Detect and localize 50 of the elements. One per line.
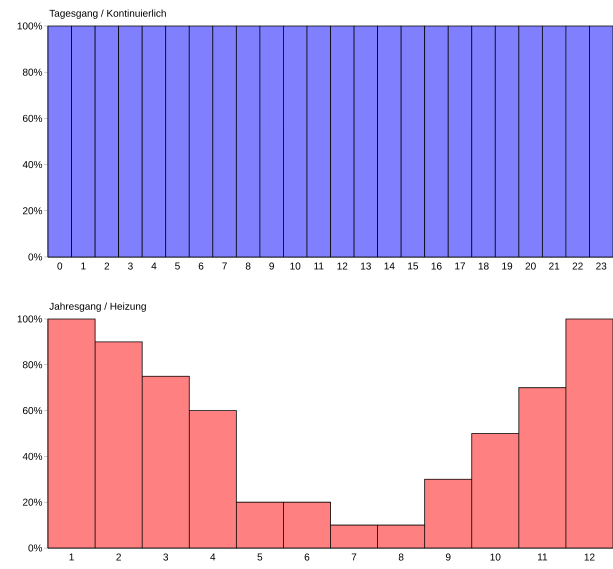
x-tick-label: 17 <box>455 262 466 270</box>
x-tick-label: 6 <box>304 554 310 561</box>
y-tick-label: 20% <box>22 498 42 506</box>
x-tick-label: 7 <box>352 554 356 560</box>
y-tick-label: 60% <box>22 407 42 414</box>
x-tick-label: 16 <box>432 262 442 270</box>
chart-title: Tagesgang / Kontinuierlich <box>49 9 166 19</box>
x-tick-label: 5 <box>175 262 180 270</box>
x-tick-label: 10 <box>490 554 500 561</box>
x-tick-label: 12 <box>337 262 348 270</box>
x-tick-label: 8 <box>398 554 404 561</box>
x-tick-label: 14 <box>384 262 395 270</box>
x-tick-label: 11 <box>538 554 548 560</box>
x-tick-label: 1 <box>81 262 86 270</box>
x-tick-label: 4 <box>210 554 216 560</box>
x-tick-label: 6 <box>198 262 204 270</box>
x-tick-label: 20 <box>526 262 536 270</box>
y-tick-label: 0% <box>28 544 42 552</box>
x-tick-label: 2 <box>116 554 121 560</box>
x-tick-label: 19 <box>502 262 512 270</box>
x-tick-label: 11 <box>314 262 324 270</box>
chart-title: Jahresgang / Heizung <box>49 302 146 312</box>
y-tick-label: 100% <box>18 22 42 30</box>
x-tick-label: 7 <box>222 262 227 270</box>
x-tick-label: 9 <box>269 262 274 270</box>
y-tick-label: 0% <box>28 253 42 261</box>
y-tick-label: 60% <box>22 114 42 122</box>
x-tick-label: 9 <box>446 554 451 561</box>
x-tick-label: 21 <box>549 262 560 270</box>
y-tick-label: 20% <box>22 207 42 214</box>
x-tick-label: 22 <box>572 262 583 270</box>
y-tick-label: 40% <box>22 161 42 168</box>
x-tick-label: 5 <box>258 554 262 560</box>
y-tick-label: 100% <box>18 315 42 323</box>
x-tick-label: 1 <box>70 554 74 560</box>
x-tick-label: 8 <box>246 262 250 270</box>
x-tick-label: 10 <box>290 262 300 270</box>
x-tick-label: 13 <box>361 262 371 270</box>
x-tick-label: 4 <box>151 262 156 270</box>
y-tick-label: 40% <box>22 452 42 460</box>
x-tick-label: 23 <box>596 262 606 270</box>
y-tick-label: 80% <box>22 361 42 368</box>
x-tick-label: 18 <box>478 262 489 270</box>
x-tick-label: 2 <box>104 262 110 270</box>
x-tick-label: 12 <box>584 554 595 560</box>
y-tick-label: 80% <box>22 68 42 76</box>
x-tick-label: 3 <box>128 262 133 270</box>
x-tick-label: 3 <box>163 554 168 561</box>
x-tick-label: 15 <box>408 262 418 270</box>
x-tick-label: 0 <box>57 262 62 270</box>
